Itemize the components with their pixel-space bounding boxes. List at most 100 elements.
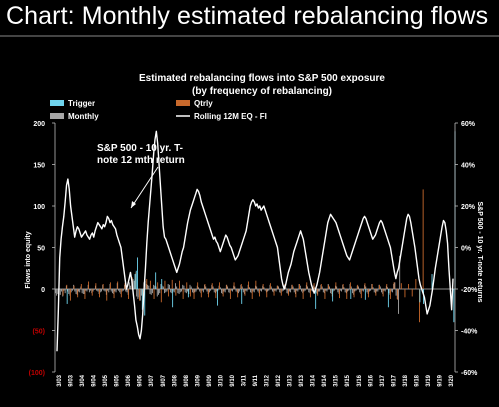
- bar-monthly: [90, 289, 92, 291]
- bar-qtrly: [335, 282, 337, 289]
- bar-monthly: [372, 287, 374, 289]
- bar-qtrly: [360, 289, 362, 299]
- bar-qtrly: [106, 289, 108, 301]
- bar-monthly: [293, 289, 295, 293]
- bar-monthly: [368, 289, 370, 292]
- bar-monthly: [122, 289, 124, 291]
- bar-monthly: [171, 289, 173, 294]
- bar-monthly: [274, 289, 276, 291]
- x-tick-label: 9/13: [299, 374, 305, 386]
- bar-qtrly: [66, 284, 68, 289]
- bar-monthly: [398, 289, 399, 314]
- bar-monthly: [195, 289, 197, 292]
- bar-monthly: [78, 289, 79, 292]
- bar-monthly: [326, 289, 328, 292]
- bar-monthly: [322, 289, 324, 293]
- bar-monthly: [128, 282, 130, 289]
- bar-monthly: [399, 255, 401, 289]
- bar-monthly: [245, 289, 247, 291]
- bar-monthly: [231, 289, 233, 292]
- bar-monthly: [137, 289, 139, 299]
- bar-monthly: [70, 289, 72, 293]
- bar-monthly: [213, 289, 215, 293]
- y2-tick-label: -60%: [461, 370, 478, 377]
- bar-monthly: [366, 289, 368, 293]
- x-tick-label: 3/14: [311, 374, 317, 386]
- bar-monthly: [126, 289, 128, 293]
- bar-qtrly: [80, 284, 82, 289]
- bar-monthly: [55, 289, 56, 294]
- bar-qtrly: [422, 189, 424, 289]
- bar-qtrly: [273, 289, 275, 296]
- bar-qtrly: [339, 289, 340, 299]
- bar-qtrly: [139, 289, 140, 301]
- bar-monthly: [376, 289, 378, 292]
- bar-monthly: [168, 284, 170, 289]
- bar-monthly: [148, 285, 150, 289]
- bar-qtrly: [171, 279, 173, 289]
- bar-monthly: [82, 289, 84, 294]
- bar-qtrly: [124, 283, 126, 289]
- x-tick-label: 3/07: [149, 374, 155, 386]
- bar-qtrly: [288, 289, 290, 296]
- bar-monthly: [311, 289, 313, 292]
- bar-qtrly: [262, 284, 264, 289]
- bar-monthly: [162, 286, 164, 289]
- bar-monthly: [319, 289, 321, 292]
- bar-qtrly: [295, 289, 297, 298]
- bar-qtrly: [342, 284, 344, 289]
- bar-monthly: [394, 282, 396, 289]
- x-tick-label: 3/16: [357, 374, 363, 386]
- x-tick-label: 9/09: [207, 374, 213, 386]
- bar-monthly: [219, 287, 221, 289]
- bar-monthly: [384, 289, 386, 292]
- bar-monthly: [183, 285, 185, 289]
- bars-group: [55, 131, 456, 323]
- annotation: S&P 500 - 10 yr. T- note 12 mth return: [97, 143, 185, 209]
- bar-monthly: [210, 289, 212, 291]
- bar-qtrly: [91, 289, 93, 296]
- bar-qtrly: [397, 289, 399, 300]
- bar-monthly: [278, 286, 279, 289]
- bar-monthly: [348, 289, 350, 291]
- bar-qtrly: [393, 282, 395, 289]
- bar-monthly: [301, 289, 302, 292]
- bar-trigger: [134, 274, 136, 289]
- bar-qtrly: [364, 283, 366, 289]
- bar-monthly: [68, 289, 70, 294]
- bar-qtrly: [248, 281, 250, 289]
- bar-monthly: [59, 289, 61, 295]
- bar-trigger: [66, 289, 68, 304]
- bar-monthly: [387, 287, 389, 289]
- bar-qtrly: [99, 289, 100, 298]
- bar-monthly: [177, 289, 179, 294]
- legend-swatch-trigger: [50, 100, 64, 106]
- bar-qtrly: [382, 289, 384, 297]
- bar-monthly: [318, 289, 319, 292]
- bar-monthly: [184, 289, 186, 293]
- bar-monthly: [362, 289, 364, 292]
- bar-monthly: [96, 289, 98, 291]
- bar-monthly: [119, 289, 121, 293]
- bar-monthly: [115, 289, 117, 293]
- bar-monthly: [379, 286, 381, 289]
- bar-monthly: [235, 289, 237, 292]
- bar-monthly: [230, 289, 232, 291]
- x-tick-label: 3/20: [449, 374, 455, 386]
- bar-monthly: [285, 287, 287, 289]
- bar-monthly: [167, 284, 169, 289]
- bar-monthly: [228, 289, 230, 293]
- bar-monthly: [336, 286, 338, 289]
- bar-monthly: [114, 289, 116, 292]
- bar-monthly: [189, 284, 191, 289]
- x-tick-label: 3/18: [403, 374, 409, 386]
- bar-qtrly: [419, 289, 420, 323]
- bar-monthly: [390, 289, 392, 292]
- bar-monthly: [107, 289, 109, 291]
- bar-monthly: [93, 289, 95, 290]
- bar-monthly: [199, 289, 201, 292]
- bar-trigger: [144, 289, 146, 316]
- bar-qtrly: [211, 283, 213, 289]
- bar-qtrly: [77, 289, 79, 298]
- slide-title: Chart: Monthly estimated rebalancing flo…: [6, 2, 489, 30]
